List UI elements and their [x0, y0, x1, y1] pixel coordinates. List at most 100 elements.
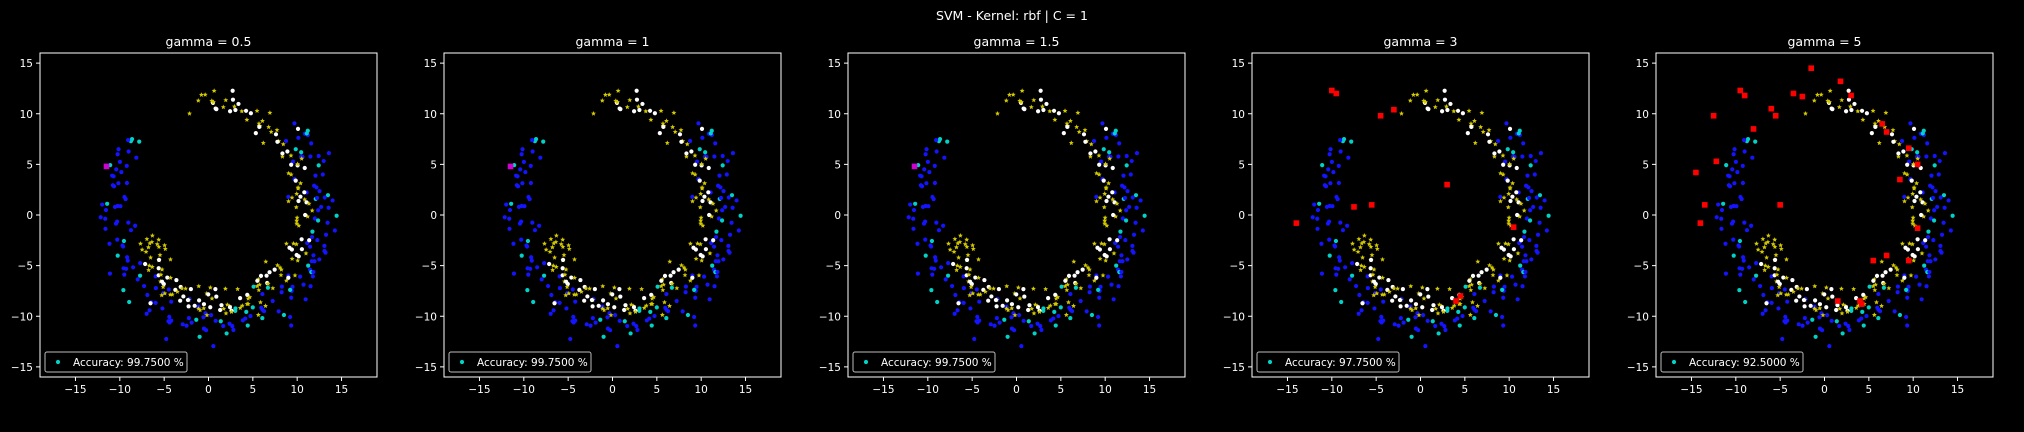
data-point [679, 262, 684, 268]
data-point [593, 320, 598, 325]
data-point [970, 290, 976, 296]
data-point [1319, 241, 1324, 246]
data-point [1719, 207, 1725, 213]
data-point [315, 237, 320, 243]
data-point [633, 309, 638, 314]
x-tick-label: 15 [335, 384, 348, 396]
data-point [123, 196, 128, 202]
data-point [713, 141, 718, 146]
x-tick-label: −15 [1680, 384, 1702, 396]
x-tick-label: −15 [64, 384, 86, 396]
data-point [952, 236, 958, 242]
data-point [308, 154, 313, 159]
data-point [1847, 327, 1852, 333]
data-point [1133, 193, 1139, 198]
legend-box [448, 351, 592, 373]
data-point [1097, 323, 1102, 328]
data-point [1106, 180, 1112, 186]
data-point [1038, 324, 1043, 329]
data-point [689, 149, 694, 154]
data-point [1750, 155, 1755, 160]
data-point [918, 173, 923, 178]
data-point [1463, 284, 1468, 289]
data-point [1742, 149, 1747, 154]
data-point [1366, 241, 1372, 247]
data-point [1914, 194, 1919, 199]
data-point [1084, 309, 1089, 314]
data-point [1506, 218, 1512, 223]
data-point [1401, 320, 1406, 325]
data-point [211, 99, 216, 105]
data-point [1537, 193, 1543, 198]
misclassified-marker [1741, 92, 1748, 99]
y-tick-label: 15 [828, 58, 841, 70]
data-point [293, 204, 299, 210]
x-tick-label: 0 [1821, 384, 1828, 396]
data-point [1905, 323, 1910, 328]
data-point [1519, 238, 1524, 243]
data-point [1106, 194, 1111, 199]
data-point [1089, 312, 1095, 318]
data-point [1528, 163, 1533, 168]
data-point [124, 266, 129, 271]
x-tick-label: −15 [468, 384, 490, 396]
data-point [560, 266, 565, 271]
data-point [1498, 170, 1503, 176]
data-point [1374, 290, 1380, 296]
data-point [1356, 311, 1361, 316]
data-point [615, 344, 620, 349]
data-point [651, 294, 657, 300]
data-point [519, 237, 524, 242]
data-point [199, 92, 204, 97]
data-point [243, 316, 248, 321]
y-tick-label: −5 [1634, 261, 1649, 273]
data-point [326, 150, 332, 156]
data-point [1114, 263, 1119, 268]
data-point [1942, 205, 1947, 210]
data-point [289, 247, 294, 252]
y-tick-label: −5 [1230, 261, 1245, 273]
data-point [1886, 285, 1892, 291]
data-point [250, 305, 255, 310]
data-point [961, 300, 966, 305]
x-tick-label: −5 [964, 384, 979, 396]
y-tick-label: 10 [1636, 109, 1649, 121]
data-point [677, 132, 683, 137]
data-point [1520, 284, 1525, 289]
data-point [524, 244, 530, 249]
data-point [197, 307, 203, 313]
data-point [303, 250, 309, 256]
data-point [1442, 88, 1447, 93]
data-point [634, 324, 639, 329]
data-point [1478, 124, 1484, 130]
data-point [1905, 247, 1910, 252]
y-tick-label: 0 [430, 210, 437, 222]
data-point [1495, 241, 1501, 246]
data-point [658, 283, 664, 289]
data-point [1333, 288, 1338, 293]
data-point [169, 299, 174, 304]
data-point [277, 264, 283, 270]
data-point [610, 292, 615, 297]
data-point [1740, 180, 1746, 186]
data-point [128, 228, 134, 233]
data-point [138, 261, 143, 266]
x-tick-label: −10 [513, 384, 535, 396]
data-point [514, 183, 519, 188]
data-point [1359, 240, 1365, 246]
data-point [1736, 244, 1742, 249]
data-point [671, 110, 677, 115]
data-point [1930, 195, 1936, 201]
data-point [1910, 191, 1916, 196]
data-point [1881, 281, 1887, 286]
data-point [1747, 265, 1752, 270]
y-tick-label: 15 [1232, 58, 1245, 70]
data-point [678, 127, 684, 133]
data-point [1336, 163, 1341, 168]
data-point [1924, 284, 1929, 289]
data-point [317, 257, 322, 262]
data-point [1457, 323, 1462, 328]
data-point [1882, 124, 1888, 130]
data-point [1114, 201, 1120, 206]
data-point [248, 313, 253, 319]
